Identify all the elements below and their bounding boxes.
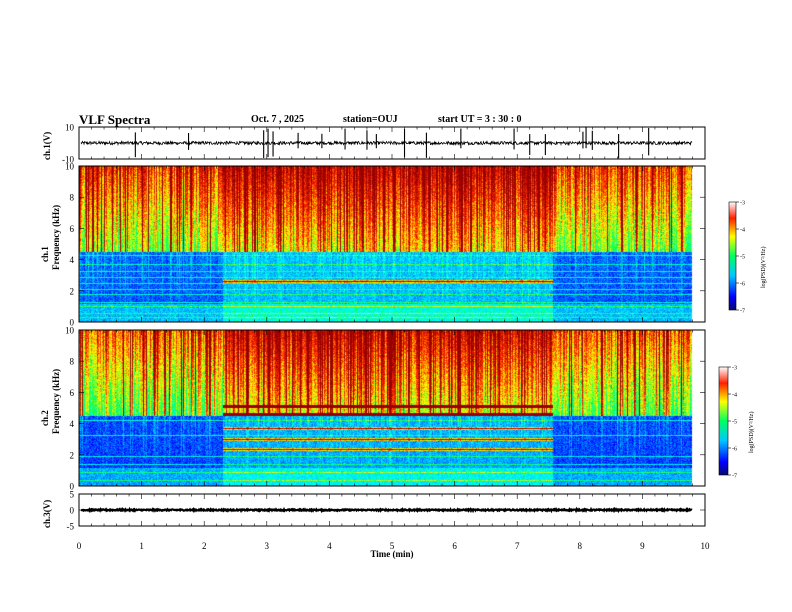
colorbar-tick-label: -3 <box>740 201 745 207</box>
ch1-spectrogram-y-tick-label: 10 <box>65 162 75 172</box>
ch1-spectrogram-ylabel: ch.1 Frequency (kHz) <box>40 205 61 270</box>
ch1-waveform-trace <box>80 127 693 159</box>
ch3-waveform-y-tick-label: 5 <box>70 490 75 500</box>
svg-text:Frequency (kHz): Frequency (kHz) <box>51 369 61 434</box>
colorbar-tick-label: -6 <box>732 447 737 453</box>
start-ut-label: start UT = 3 : 30 : 0 <box>438 114 522 125</box>
ch1-colorbar-label: log(PSD)(V²/Hz) <box>760 247 767 288</box>
ch3-waveform-y-tick-label: 0 <box>70 506 75 516</box>
station-label: station=OUJ <box>343 114 398 125</box>
x-tick-label: 4 <box>327 541 332 551</box>
x-tick-label: 0 <box>77 541 82 551</box>
colorbar-tick-label: -5 <box>732 420 737 426</box>
ch3-waveform-y-tick-label: -5 <box>67 522 75 532</box>
ch1-waveform-y-tick-label: -10 <box>62 155 74 165</box>
ch1-spectrogram-y-tick-label: 0 <box>70 318 75 328</box>
x-tick-label: 8 <box>578 541 583 551</box>
ch1-waveform-y-tick-label: 10 <box>65 123 75 133</box>
ch2-spectrogram-y-tick-label: 10 <box>65 326 75 336</box>
ch1-spectrogram-y-tick-label: 8 <box>70 193 75 203</box>
ch2-spectrogram-y-tick-label: 8 <box>70 357 75 367</box>
colorbar-tick-label: -3 <box>732 366 737 372</box>
colorbar-tick-label: -4 <box>732 393 737 399</box>
ch2-spectrogram-y-tick-label: 6 <box>70 388 75 398</box>
ch1-spectrogram-y-tick-label: 6 <box>70 224 75 234</box>
svg-text:ch.2: ch.2 <box>40 410 50 426</box>
ch1-spectrogram-panel <box>78 165 706 323</box>
ch2-colorbar: -3 -4 -5 -6 -7 log(PSD)(V²/Hz) <box>718 366 755 480</box>
x-tick-label: 10 <box>701 541 711 551</box>
ch3-waveform-trace <box>80 506 693 514</box>
ch1-colorbar: -3 -4 -5 -6 -7 log(PSD)(V²/Hz) <box>728 201 767 315</box>
x-tick-label: 3 <box>265 541 270 551</box>
ch1-spectrogram-image <box>79 166 705 322</box>
ch2-spectrogram-y-tick-label: 4 <box>70 419 75 429</box>
ch3-waveform-ylabel: ch.3(V) <box>42 500 52 528</box>
ch2-spectrogram-y-tick-label: 2 <box>70 450 75 460</box>
ch1-waveform-panel <box>78 126 706 160</box>
ch2-spectrogram-panel <box>78 329 706 487</box>
ch2-colorbar-label: log(PSD)(V²/Hz) <box>748 412 755 453</box>
x-tick-label: 6 <box>452 541 457 551</box>
x-tick-label: 9 <box>640 541 645 551</box>
waveform-line <box>80 140 693 147</box>
colorbar-tick-label: -4 <box>740 228 745 234</box>
x-tick-label: 2 <box>202 541 207 551</box>
x-tick-label: 7 <box>515 541 520 551</box>
colorbar-tick-label: -6 <box>740 282 745 288</box>
colorbar-tick-label: -5 <box>740 255 745 261</box>
ch2-spectrogram-y-tick-label: 0 <box>70 482 75 492</box>
x-tick-label: 5 <box>390 541 395 551</box>
x-axis-label: Time (min) <box>370 549 413 559</box>
ch2-spectrogram-image <box>79 330 705 486</box>
ch1-spectrogram-y-tick-label: 4 <box>70 255 75 265</box>
colorbar-tick-label: -7 <box>732 474 737 480</box>
chart-title: VLF Spectra <box>79 112 151 127</box>
ch1-spectrogram-y-tick-label: 2 <box>70 286 75 296</box>
waveform-line <box>80 506 693 514</box>
ch2-spectrogram-ylabel: ch.2 Frequency (kHz) <box>40 369 61 434</box>
svg-text:Frequency (kHz): Frequency (kHz) <box>51 205 61 270</box>
colorbar-tick-label: -7 <box>740 309 745 315</box>
x-tick-label: 1 <box>139 541 144 551</box>
svg-text:ch.1: ch.1 <box>40 246 50 262</box>
date-label: Oct. 7 , 2025 <box>251 114 305 125</box>
ch1-waveform-ylabel: ch.1(V) <box>42 132 52 160</box>
